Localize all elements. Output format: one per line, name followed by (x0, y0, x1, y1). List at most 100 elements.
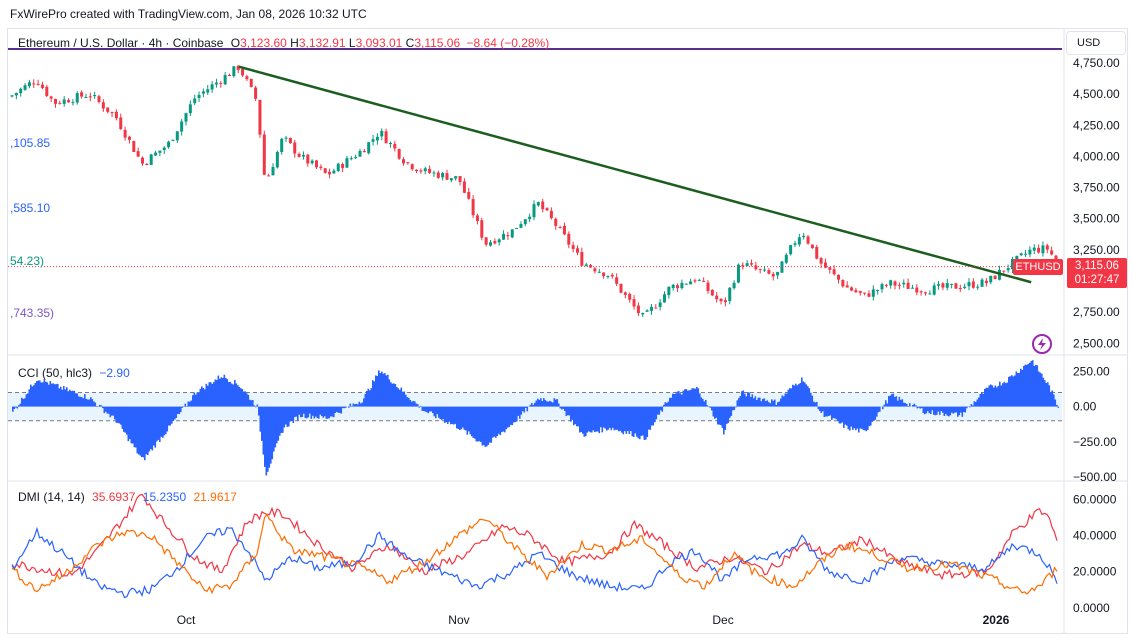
candle-body (10, 95, 14, 97)
cci-bar (304, 406, 307, 418)
cci-bar (960, 406, 962, 413)
cci-bar (51, 383, 53, 407)
candle-body (354, 157, 358, 159)
price-candles (10, 64, 1058, 318)
candle-body (976, 286, 980, 288)
candle-body (88, 96, 92, 98)
cci-bar (999, 381, 1001, 407)
cci-bar (391, 383, 394, 407)
candle-body (667, 286, 671, 296)
cci-bar (616, 406, 619, 430)
cci-bar (781, 395, 784, 407)
cci-bar (142, 406, 145, 458)
cci-bar (493, 406, 496, 437)
cci-bar (849, 406, 851, 431)
price-tick-label: 3,250.00 (1073, 243, 1120, 257)
candle-body (432, 172, 436, 174)
cci-bar (219, 378, 221, 407)
dmi-tick-label: 20.0000 (1073, 565, 1117, 579)
cci-bar (367, 388, 370, 407)
cci-bar (511, 406, 514, 426)
cci-bar (397, 388, 400, 407)
cci-bar (112, 406, 115, 416)
cci-bar (676, 391, 679, 407)
cci-bar (889, 395, 892, 407)
cci-bar (226, 379, 229, 407)
cci-bar (531, 402, 533, 407)
cci-bar (387, 374, 389, 407)
cci-bar (760, 401, 763, 407)
candle-body (902, 282, 906, 285)
cci-bar (48, 384, 50, 407)
cci-bar (598, 406, 601, 434)
cci-bar (1009, 376, 1012, 407)
candle-body (110, 111, 114, 113)
candle-body (388, 142, 392, 144)
cci-bar (295, 406, 298, 417)
cci-bar (648, 406, 650, 430)
cci-bar (315, 406, 317, 417)
candle-body (506, 235, 510, 237)
cci-bar (36, 381, 38, 407)
cci-bar (228, 382, 230, 407)
cci-bar (241, 389, 244, 407)
cci-bar (915, 405, 917, 407)
cci-bar (430, 406, 433, 412)
cci-bar (37, 380, 40, 407)
cci-bar (84, 394, 86, 407)
candle-body (40, 84, 44, 89)
dmi-tick-label: 40.0000 (1073, 529, 1117, 543)
currency-button[interactable]: USD (1066, 31, 1126, 55)
cci-bar (886, 403, 889, 407)
cci-bar (591, 406, 593, 433)
cci-bar (256, 404, 259, 407)
price-tick-label: 2,750.00 (1073, 305, 1120, 319)
candle-body (402, 159, 405, 164)
cci-bar (471, 406, 473, 437)
cci-bar (568, 406, 571, 416)
cci-bar (847, 406, 850, 430)
candle-body (536, 202, 540, 206)
cci-bar (612, 406, 614, 428)
cci-bar (853, 406, 856, 429)
cci-bar (147, 406, 149, 455)
cci-bar (249, 399, 251, 407)
cci-bar (1051, 390, 1054, 407)
cci-bar (406, 397, 409, 407)
cci-bar (477, 406, 479, 442)
flash-icon[interactable] (1031, 333, 1053, 355)
dmi-header[interactable]: DMI (14, 14) 35.6937 15.2350 21.9617 (18, 490, 237, 504)
cci-bar (891, 394, 893, 407)
cci-bar (984, 388, 986, 407)
cci-bar (555, 399, 557, 407)
candle-body (915, 287, 919, 293)
cci-bar (691, 388, 694, 407)
cci-bar (763, 398, 766, 407)
cci-bar (133, 406, 136, 448)
candle-body (593, 268, 597, 272)
candle-body (36, 83, 40, 85)
candle-body (897, 284, 901, 286)
cci-bar (445, 406, 448, 423)
cci-bar (165, 406, 167, 435)
candle-body (893, 281, 897, 286)
cci-bar (246, 393, 248, 407)
cci-bar (31, 386, 34, 407)
cci-bar (384, 373, 386, 407)
cci-bar (1000, 385, 1003, 407)
cci-header[interactable]: CCI (50, hlc3) −2.90 (18, 366, 130, 380)
cci-bar (690, 389, 692, 407)
cci-bar (724, 406, 727, 430)
cci-bar (916, 406, 919, 409)
candle-body (127, 136, 131, 140)
candle-body (271, 166, 275, 176)
symbol-header[interactable]: Ethereum / U.S. Dollar · 4h · Coinbase O… (18, 36, 549, 50)
cci-bar (1030, 360, 1033, 407)
cci-bar (594, 406, 596, 433)
cci-bar (906, 403, 908, 407)
cci-bar (427, 406, 430, 414)
candle-body (241, 68, 245, 76)
candle-body (332, 170, 336, 174)
candle-body (167, 141, 171, 148)
